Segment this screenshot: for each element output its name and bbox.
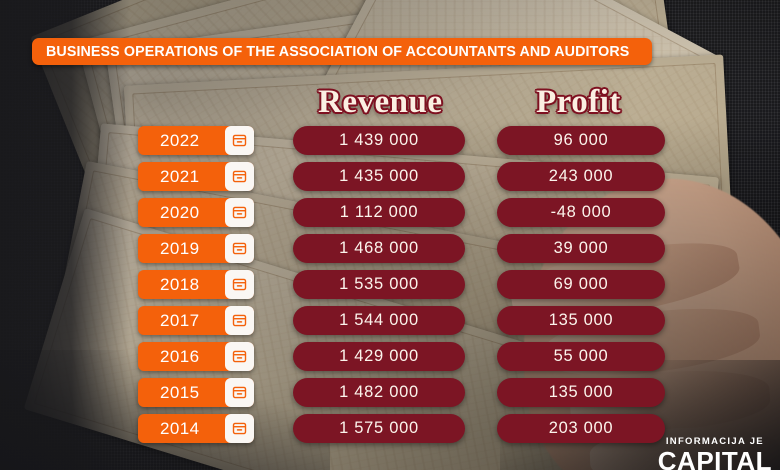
card-icon[interactable] — [225, 270, 254, 299]
revenue-value-pill: 1 482 000 — [293, 378, 465, 407]
year-label: 2016 — [160, 346, 200, 366]
card-icon[interactable] — [225, 342, 254, 371]
profit-value-pill: 135 000 — [497, 378, 665, 407]
year-label: 2015 — [160, 382, 200, 402]
card-icon[interactable] — [225, 126, 254, 155]
profit-value-pill: 203 000 — [497, 414, 665, 443]
profit-value-pill: -48 000 — [497, 198, 665, 227]
card-icon[interactable] — [225, 306, 254, 335]
revenue-value: 1 439 000 — [339, 131, 419, 149]
table-row: 2016 1 429 000 55 000 — [0, 342, 780, 371]
profit-value: 243 000 — [548, 167, 614, 185]
profit-value-pill: 55 000 — [497, 342, 665, 371]
card-icon[interactable] — [225, 378, 254, 407]
table-row: 2015 1 482 000 135 000 — [0, 378, 780, 407]
revenue-value-pill: 1 429 000 — [293, 342, 465, 371]
profit-value: 135 000 — [548, 311, 614, 329]
card-icon[interactable] — [225, 414, 254, 443]
revenue-value-pill: 1 544 000 — [293, 306, 465, 335]
revenue-value-pill: 1 435 000 — [293, 162, 465, 191]
year-pill[interactable]: 2022 — [138, 126, 254, 155]
year-label: 2018 — [160, 274, 200, 294]
profit-value: 203 000 — [548, 419, 614, 437]
profit-value-pill: 69 000 — [497, 270, 665, 299]
revenue-value: 1 468 000 — [339, 239, 419, 257]
year-pill[interactable]: 2020 — [138, 198, 254, 227]
table-row: 2019 1 468 000 39 000 — [0, 234, 780, 263]
profit-value-pill: 39 000 — [497, 234, 665, 263]
table-row: 2018 1 535 000 69 000 — [0, 270, 780, 299]
year-label: 2019 — [160, 238, 200, 258]
profit-value-pill: 135 000 — [497, 306, 665, 335]
column-header-profit: Profit — [536, 84, 621, 120]
revenue-value-pill: 1 468 000 — [293, 234, 465, 263]
card-icon[interactable] — [225, 234, 254, 263]
revenue-value: 1 575 000 — [339, 419, 419, 437]
year-pill[interactable]: 2015 — [138, 378, 254, 407]
revenue-value-pill: 1 575 000 — [293, 414, 465, 443]
revenue-value: 1 429 000 — [339, 347, 419, 365]
revenue-value-pill: 1 112 000 — [293, 198, 465, 227]
revenue-value-pill: 1 439 000 — [293, 126, 465, 155]
year-pill[interactable]: 2021 — [138, 162, 254, 191]
year-pill[interactable]: 2016 — [138, 342, 254, 371]
profit-value: 55 000 — [553, 347, 609, 365]
page-title: BUSINESS OPERATIONS OF THE ASSOCIATION O… — [46, 43, 630, 60]
profit-value: 69 000 — [553, 275, 609, 293]
title-banner: BUSINESS OPERATIONS OF THE ASSOCIATION O… — [32, 38, 653, 65]
revenue-value-pill: 1 535 000 — [293, 270, 465, 299]
year-pill[interactable]: 2014 — [138, 414, 254, 443]
revenue-value: 1 482 000 — [339, 383, 419, 401]
profit-value: 135 000 — [548, 383, 614, 401]
year-label: 2022 — [160, 130, 200, 150]
year-label: 2021 — [160, 166, 200, 186]
year-pill[interactable]: 2017 — [138, 306, 254, 335]
profit-value-pill: 96 000 — [497, 126, 665, 155]
revenue-value: 1 544 000 — [339, 311, 419, 329]
year-pill[interactable]: 2018 — [138, 270, 254, 299]
year-label: 2020 — [160, 202, 200, 222]
column-header-revenue: Revenue — [318, 84, 443, 120]
profit-value: -48 000 — [550, 203, 612, 221]
year-label: 2017 — [160, 310, 200, 330]
table-row: 2020 1 112 000 -48 000 — [0, 198, 780, 227]
table-row: 2017 1 544 000 135 000 — [0, 306, 780, 335]
profit-value: 39 000 — [553, 239, 609, 257]
card-icon[interactable] — [225, 162, 254, 191]
table-row: 2021 1 435 000 243 000 — [0, 162, 780, 191]
table-row: 2022 1 439 000 96 000 — [0, 126, 780, 155]
table-row: 2014 1 575 000 203 000 — [0, 414, 780, 443]
card-icon[interactable] — [225, 198, 254, 227]
year-label: 2014 — [160, 418, 200, 438]
profit-value-pill: 243 000 — [497, 162, 665, 191]
profit-value: 96 000 — [553, 131, 609, 149]
revenue-value: 1 435 000 — [339, 167, 419, 185]
year-pill[interactable]: 2019 — [138, 234, 254, 263]
revenue-value: 1 112 000 — [339, 203, 419, 221]
revenue-value: 1 535 000 — [339, 275, 419, 293]
